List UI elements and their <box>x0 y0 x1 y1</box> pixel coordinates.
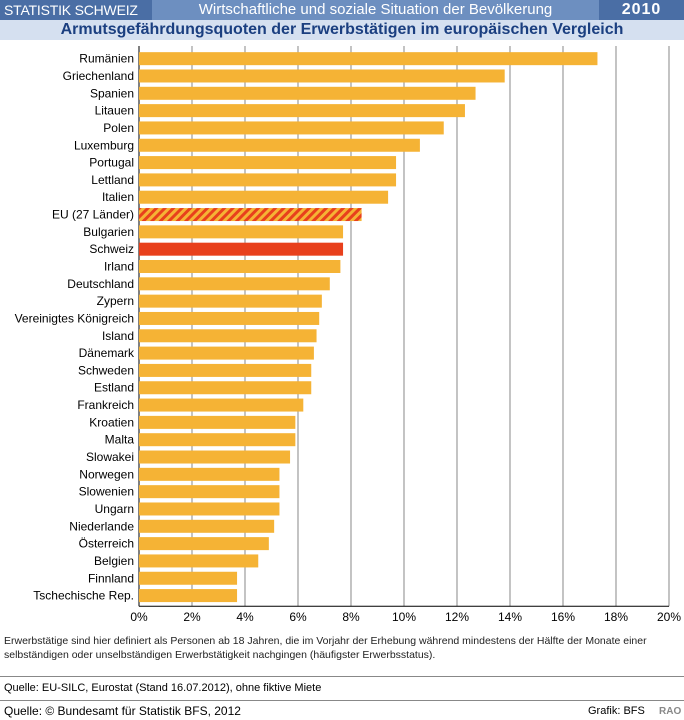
bar <box>139 156 397 170</box>
category-label: Deutschland <box>67 277 134 291</box>
bar <box>139 537 269 551</box>
x-tick-label: 12% <box>445 610 469 624</box>
bar <box>139 190 389 204</box>
category-label: Polen <box>103 121 134 135</box>
category-label: Schweden <box>78 363 134 377</box>
bar <box>139 450 291 464</box>
copyright: Quelle: © Bundesamt für Statistik BFS, 2… <box>4 704 241 718</box>
x-tick-label: 18% <box>604 610 628 624</box>
bar <box>139 69 505 83</box>
bar <box>139 554 259 568</box>
x-tick-label: 14% <box>498 610 522 624</box>
bar <box>139 502 280 516</box>
category-label: Bulgarien <box>83 225 134 239</box>
x-tick-label: 16% <box>551 610 575 624</box>
bar <box>139 52 598 66</box>
section-title: Wirtschaftliche und soziale Situation de… <box>152 0 599 20</box>
x-tick-label: 6% <box>289 610 307 624</box>
bar <box>139 86 476 100</box>
bar <box>139 311 320 325</box>
category-label: Zypern <box>97 294 134 308</box>
category-label: Frankreich <box>77 398 134 412</box>
bar <box>139 485 280 499</box>
bar <box>139 138 420 152</box>
category-label: Schweiz <box>89 242 134 256</box>
bar-chart: Rumänien Griechenland Spanien Litauen Polen L… <box>15 46 681 624</box>
bar <box>139 346 314 360</box>
bar <box>139 294 322 308</box>
category-label: Malta <box>105 433 135 447</box>
category-label: Niederlande <box>69 519 134 533</box>
category-label: Slowakei <box>86 450 134 464</box>
category-label: EU (27 Länder) <box>52 208 134 222</box>
bar <box>139 225 344 239</box>
category-label: Portugal <box>89 156 134 170</box>
category-label: Irland <box>104 260 134 274</box>
bar <box>139 208 362 222</box>
divider <box>0 700 684 701</box>
category-label: Dänemark <box>79 346 135 360</box>
category-label: Litauen <box>95 104 134 118</box>
bar <box>139 104 465 118</box>
category-label: Estland <box>94 381 134 395</box>
bar <box>139 571 238 585</box>
category-label: Finnland <box>88 571 134 585</box>
x-tick-label: 0% <box>130 610 148 624</box>
rao-mark: RAO <box>659 706 682 717</box>
bar <box>139 415 296 429</box>
bar <box>139 589 238 603</box>
category-label: Österreich <box>79 537 134 551</box>
category-label: Luxemburg <box>74 138 134 152</box>
category-label: Griechenland <box>63 69 134 83</box>
category-label: Island <box>102 329 134 343</box>
bar <box>139 329 317 343</box>
category-label: Ungarn <box>95 502 134 516</box>
category-label: Rumänien <box>79 52 134 66</box>
bar <box>139 121 444 135</box>
bar <box>139 433 296 447</box>
source-note: Quelle: EU-SILC, Eurostat (Stand 16.07.2… <box>4 682 322 694</box>
category-label: Lettland <box>91 173 134 187</box>
chart-title: Armutsgefährdungsquoten der Erwerbstätig… <box>0 20 684 40</box>
bar <box>139 363 312 377</box>
category-label: Spanien <box>90 86 134 100</box>
x-tick-label: 2% <box>183 610 201 624</box>
x-tick-label: 8% <box>342 610 360 624</box>
category-label: Belgien <box>94 554 134 568</box>
definition-note: Erwerbstätige sind hier definiert als Pe… <box>4 635 647 661</box>
bar <box>139 277 330 291</box>
x-tick-labels: 0% 2% 4% 6% 8% 10% 12% 14% 16% 18% 20% <box>130 610 681 624</box>
bar <box>139 242 344 256</box>
category-label: Kroatien <box>89 415 134 429</box>
category-label: Norwegen <box>79 467 134 481</box>
x-tick-label: 4% <box>236 610 254 624</box>
category-label: Slowenien <box>79 485 134 499</box>
bar <box>139 381 312 395</box>
category-labels: Rumänien Griechenland Spanien Litauen Polen L… <box>15 52 135 603</box>
bar <box>139 467 280 481</box>
bar <box>139 398 304 412</box>
x-tick-label: 10% <box>392 610 416 624</box>
bars <box>139 52 598 603</box>
divider <box>0 676 684 677</box>
category-label: Tschechische Rep. <box>33 589 134 603</box>
bar <box>139 173 397 187</box>
category-label: Vereinigtes Königreich <box>15 311 134 325</box>
brand-label: STATISTIK SCHWEIZ <box>0 0 152 20</box>
category-label: Italien <box>102 190 134 204</box>
year-label: 2010 <box>599 0 684 20</box>
x-tick-label: 20% <box>657 610 681 624</box>
grafik-credit: Grafik: BFS <box>588 705 645 717</box>
bar <box>139 260 341 273</box>
bar <box>139 519 275 533</box>
